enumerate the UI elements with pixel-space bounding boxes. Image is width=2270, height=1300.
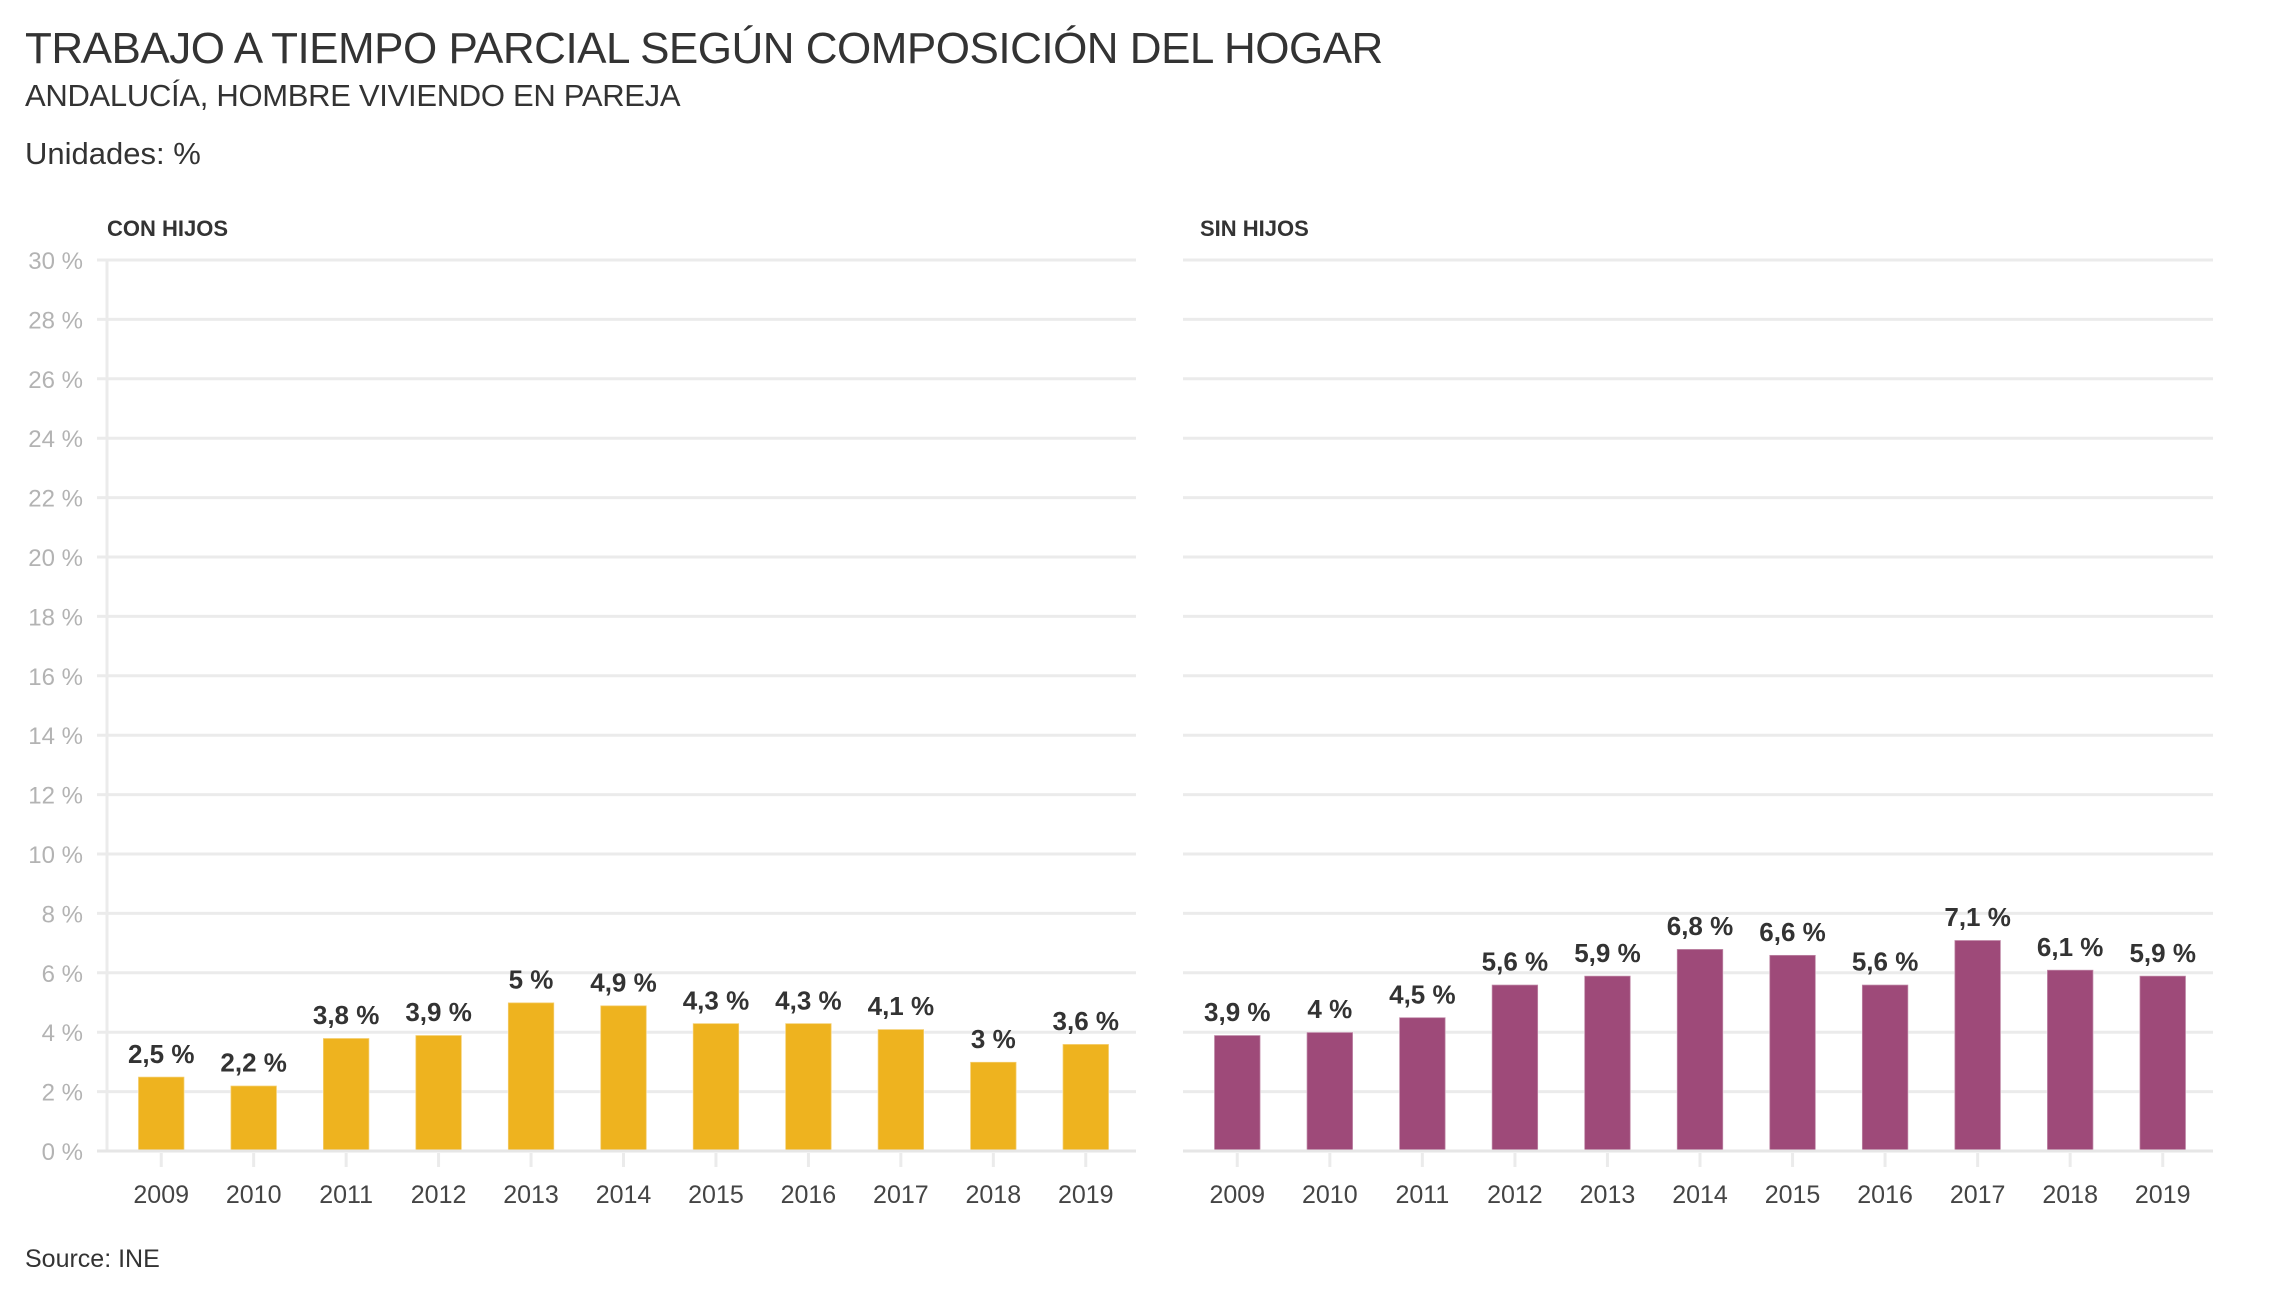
panel-con-hijos: CON HIJOS 0 % 2 % 4 % 6 % 8 % 10 % 12 % 14 % 16 … (28, 216, 1136, 1209)
bar-2017 (1953, 939, 2002, 1152)
x-tick-label: 2019 (2135, 1181, 2191, 1209)
x-tick-label: 2015 (1765, 1181, 1821, 1209)
data-label: 6,6 % (1759, 917, 1826, 947)
data-label: 6,8 % (1667, 911, 1734, 941)
y-tick-label: 14 % (28, 723, 83, 750)
x-tick-label: 2016 (781, 1181, 837, 1209)
x-tick-label: 2010 (226, 1181, 282, 1209)
data-label: 7,1 % (1944, 902, 2011, 932)
data-label: 3,8 % (313, 1000, 380, 1030)
x-tick-label: 2014 (1672, 1181, 1728, 1209)
bar-2011 (322, 1037, 371, 1152)
x-tick-label: 2017 (1950, 1181, 2006, 1209)
data-label: 2,5 % (128, 1039, 195, 1069)
y-tick-label: 18 % (28, 604, 83, 631)
bar-2013 (1583, 975, 1632, 1152)
panel-title-sin-hijos: SIN HIJOS (1200, 216, 1309, 241)
bar-2012 (414, 1034, 463, 1152)
x-tick-label: 2018 (966, 1181, 1022, 1209)
data-label: 5 % (509, 965, 554, 995)
source-note: Source: INE (25, 1245, 160, 1273)
x-tick-label: 2011 (1395, 1181, 1449, 1209)
data-label: 3 % (971, 1024, 1016, 1054)
x-tick-label: 2012 (1487, 1181, 1543, 1209)
y-tick-label: 4 % (42, 1020, 83, 1047)
data-label: 4,1 % (868, 991, 935, 1021)
bar-2010 (1305, 1031, 1354, 1152)
x-tick-label: 2018 (2042, 1181, 2098, 1209)
bar-2010 (229, 1084, 278, 1152)
chart-subtitle: ANDALUCÍA, HOMBRE VIVIENDO EN PAREJA (25, 78, 681, 113)
y-tick-label: 30 % (28, 248, 83, 275)
y-tick-label: 28 % (28, 307, 83, 334)
bar-2016 (1861, 983, 1909, 1152)
y-tick-label: 26 % (28, 367, 83, 394)
x-tick-label: 2014 (596, 1181, 652, 1209)
bar-2013 (507, 1001, 555, 1152)
panel-title-con-hijos: CON HIJOS (107, 216, 228, 241)
data-label: 4,9 % (590, 967, 657, 997)
data-label: 3,6 % (1053, 1006, 1120, 1036)
bar-2015 (1768, 954, 1817, 1152)
y-tick-label: 2 % (42, 1080, 83, 1107)
data-label: 4,3 % (775, 985, 842, 1015)
x-tick-label: 2013 (1580, 1181, 1636, 1209)
x-tick-label: 2012 (411, 1181, 467, 1209)
data-label: 3,9 % (1204, 997, 1271, 1027)
x-tick-label: 2009 (1209, 1181, 1265, 1209)
bar-2015 (692, 1022, 740, 1152)
bar-2018 (969, 1061, 1018, 1152)
bar-2014 (599, 1004, 648, 1152)
x-tick-label: 2009 (133, 1181, 189, 1209)
chart-title: TRABAJO A TIEMPO PARCIAL SEGÚN COMPOSICI… (25, 24, 1383, 73)
bar-2012 (1491, 983, 1539, 1152)
bar-2011 (1398, 1016, 1447, 1152)
bar-2009 (1213, 1034, 1262, 1152)
data-label: 5,9 % (1574, 938, 1641, 968)
y-tick-label: 0 % (42, 1139, 83, 1166)
bar-2014 (1676, 948, 1724, 1152)
y-tick-label: 8 % (42, 901, 83, 928)
y-tick-label: 24 % (28, 426, 83, 453)
x-tick-label: 2010 (1302, 1181, 1358, 1209)
data-label: 2,2 % (220, 1048, 287, 1078)
x-tick-label: 2011 (319, 1181, 373, 1209)
x-tick-label: 2017 (873, 1181, 929, 1209)
bar-2009 (137, 1076, 186, 1152)
data-label: 3,9 % (405, 997, 472, 1027)
y-tick-label: 20 % (28, 545, 83, 572)
data-label: 5,6 % (1852, 947, 1919, 977)
bar-2018 (2046, 969, 2095, 1152)
y-tick-label: 16 % (28, 664, 83, 691)
y-tick-label: 6 % (42, 961, 83, 988)
x-tick-label: 2013 (503, 1181, 559, 1209)
y-tick-label: 22 % (28, 486, 83, 513)
x-tick-label: 2016 (1857, 1181, 1913, 1209)
data-label: 5,6 % (1482, 947, 1549, 977)
bar-2017 (877, 1028, 925, 1152)
data-label: 4,3 % (683, 985, 750, 1015)
data-label: 4 % (1307, 994, 1352, 1024)
panel-sin-hijos: SIN HIJOS 3,9 % 2009 4 % 2010 4,5 % 2011 5,6 %… (1183, 216, 2213, 1209)
data-label: 4,5 % (1389, 979, 1456, 1009)
data-label: 6,1 % (2037, 932, 2104, 962)
x-tick-label: 2019 (1058, 1181, 1114, 1209)
bar-2016 (784, 1022, 833, 1152)
bar-2019 (2138, 975, 2187, 1152)
data-label: 5,9 % (2129, 938, 2196, 968)
x-tick-label: 2015 (688, 1181, 744, 1209)
bar-2019 (1061, 1043, 1110, 1152)
units-label: Unidades: % (25, 136, 201, 171)
y-tick-label: 10 % (28, 842, 83, 869)
y-tick-label: 12 % (28, 783, 83, 810)
